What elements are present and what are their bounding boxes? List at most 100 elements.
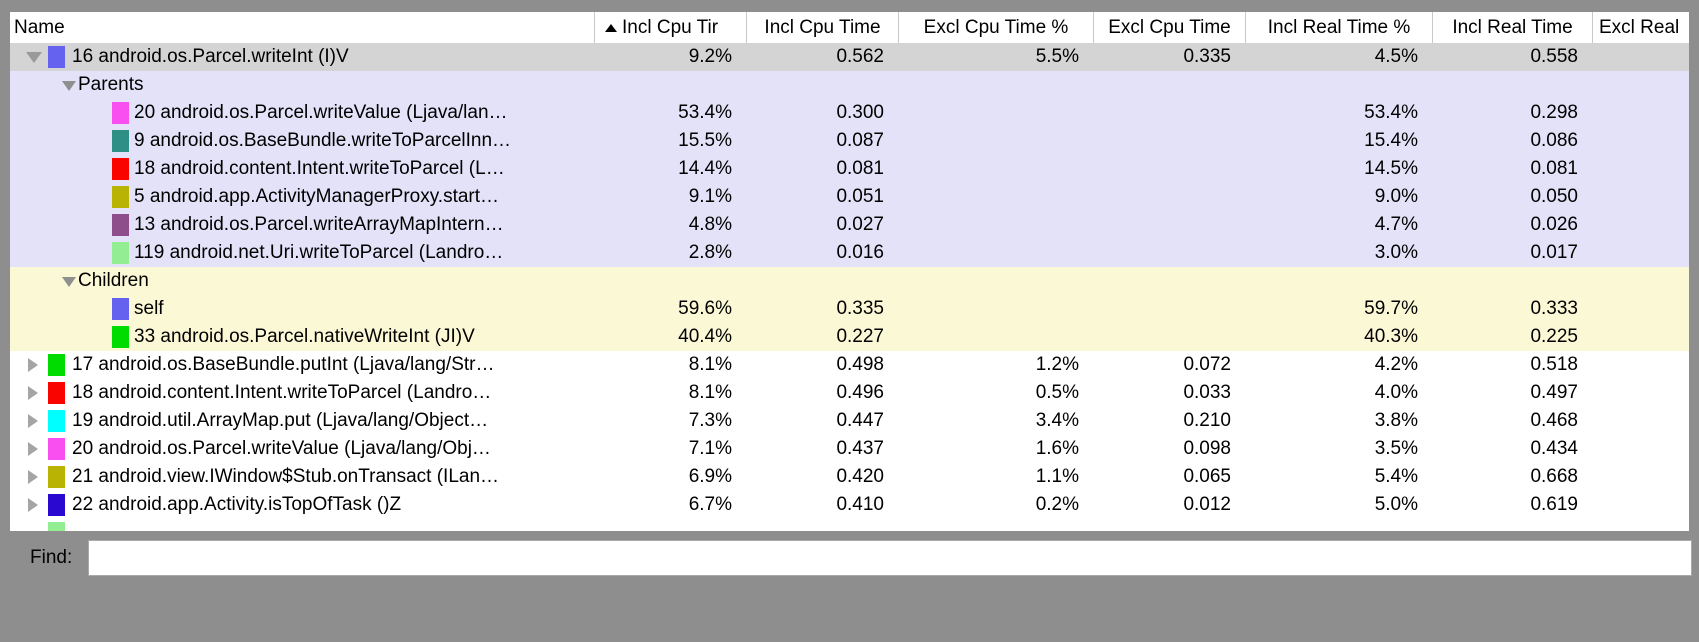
value-cell-incl-cpu-time [746, 71, 898, 99]
method-name: self [134, 298, 164, 319]
value-cell-excl-real [1592, 491, 1689, 519]
expand-triangle-icon[interactable] [28, 442, 38, 456]
value-cell-excl-cpu-time [1093, 295, 1245, 323]
table-row[interactable]: 33 android.os.Parcel.nativeWriteInt (JI)… [10, 323, 1689, 351]
collapse-triangle-icon[interactable] [62, 81, 76, 91]
expand-triangle-icon[interactable] [28, 414, 38, 428]
column-header-incl-real-time[interactable]: Incl Real Time [1432, 12, 1592, 43]
collapse-triangle-icon[interactable] [26, 52, 42, 63]
table-row[interactable]: 18 android.content.Intent.writeToParcel … [10, 379, 1689, 407]
expand-triangle-icon[interactable] [28, 358, 38, 372]
name-cell: 20 android.os.Parcel.writeValue (Ljava/l… [10, 99, 594, 127]
value-cell-excl-real [1592, 239, 1689, 267]
table-row[interactable]: 13 android.os.Parcel.writeArrayMapIntern… [10, 211, 1689, 239]
name-cell: 16 android.os.Parcel.writeInt (I)V [10, 43, 594, 71]
value-cell-excl-real [1592, 71, 1689, 99]
value-cell-excl-cpu-time: 0.210 [1183, 410, 1231, 431]
method-color-swatch [112, 326, 129, 348]
table-row[interactable]: 16 android.os.Parcel.writeInt (I)V 9.2% 0.… [10, 43, 1689, 71]
column-header-label: Excl Real [1599, 17, 1680, 38]
column-header-excl-real[interactable]: Excl Real [1592, 12, 1689, 43]
value-cell-excl-cpu-time-pct [898, 99, 1093, 127]
value-cell-excl-real [1592, 267, 1689, 295]
value-cell-incl-cpu-time: 0.498 [836, 354, 884, 375]
value-cell-incl-real-time-pct: 14.5% [1364, 158, 1418, 179]
column-header-incl-cpu-time-pct[interactable]: Incl Cpu Tir [594, 12, 746, 43]
name-cell: Children [10, 267, 594, 295]
name-cell: 17 android.os.BaseBundle.putInt (Ljava/l… [10, 351, 594, 379]
method-color-swatch [112, 242, 129, 264]
value-cell-excl-cpu-time [1093, 239, 1245, 267]
value-cell-excl-real [1592, 211, 1689, 239]
value-cell-incl-real-time: 0.298 [1530, 102, 1578, 123]
table-row[interactable]: 21 android.view.IWindow$Stub.onTransact … [10, 463, 1689, 491]
column-header-excl-cpu-time[interactable]: Excl Cpu Time [1093, 12, 1245, 43]
value-cell-incl-real-time [1432, 519, 1592, 531]
table-row[interactable] [10, 519, 1689, 531]
table-row[interactable]: 119 android.net.Uri.writeToParcel (Landr… [10, 239, 1689, 267]
section-row-parents[interactable]: Parents [10, 71, 1689, 99]
name-cell: 33 android.os.Parcel.nativeWriteInt (JI)… [10, 323, 594, 351]
value-cell-incl-real-time: 0.468 [1530, 410, 1578, 431]
expand-triangle-icon[interactable] [28, 498, 38, 512]
table-row[interactable]: 17 android.os.BaseBundle.putInt (Ljava/l… [10, 351, 1689, 379]
column-header-incl-real-time-pct[interactable]: Incl Real Time % [1245, 12, 1432, 43]
value-cell-incl-cpu-time: 0.335 [836, 298, 884, 319]
method-name: 119 android.net.Uri.writeToParcel (Landr… [134, 242, 504, 263]
value-cell-incl-real-time-pct [1245, 267, 1432, 295]
column-header-name[interactable]: Name [10, 12, 594, 43]
value-cell-incl-cpu-time: 0.027 [836, 214, 884, 235]
table-row[interactable]: 9 android.os.BaseBundle.writeToParcelInn… [10, 127, 1689, 155]
value-cell-incl-real-time-pct: 5.0% [1374, 494, 1418, 515]
value-cell-excl-cpu-time-pct: 0.2% [1035, 494, 1079, 515]
value-cell-incl-real-time-pct: 3.0% [1374, 242, 1418, 263]
value-cell-excl-real [1592, 99, 1689, 127]
table-row[interactable]: 5 android.app.ActivityManagerProxy.start… [10, 183, 1689, 211]
table-row[interactable]: self 59.6% 0.335 59.7% 0.333 [10, 295, 1689, 323]
value-cell-incl-real-time-pct: 4.0% [1374, 382, 1418, 403]
column-header-incl-cpu-time[interactable]: Incl Cpu Time [746, 12, 898, 43]
value-cell-excl-real [1592, 295, 1689, 323]
value-cell-incl-cpu-time-pct: 7.3% [688, 410, 732, 431]
find-input[interactable] [88, 540, 1692, 576]
value-cell-incl-real-time: 0.518 [1530, 354, 1578, 375]
name-cell: 19 android.util.ArrayMap.put (Ljava/lang… [10, 407, 594, 435]
method-name: 21 android.view.IWindow$Stub.onTransact … [72, 466, 500, 487]
table-row[interactable]: 22 android.app.Activity.isTopOfTask ()Z 6… [10, 491, 1689, 519]
name-cell [10, 519, 594, 531]
column-header-excl-cpu-time-pct[interactable]: Excl Cpu Time % [898, 12, 1093, 43]
table-row[interactable]: 20 android.os.Parcel.writeValue (Ljava/l… [10, 435, 1689, 463]
method-color-swatch [112, 298, 129, 320]
value-cell-incl-real-time: 0.497 [1530, 382, 1578, 403]
value-cell-incl-cpu-time-pct: 40.4% [678, 326, 732, 347]
value-cell-incl-real-time: 0.668 [1530, 466, 1578, 487]
value-cell-excl-cpu-time [1093, 183, 1245, 211]
value-cell-incl-real-time-pct: 15.4% [1364, 130, 1418, 151]
value-cell-incl-cpu-time-pct: 8.1% [688, 382, 732, 403]
value-cell-incl-real-time [1432, 71, 1592, 99]
method-name: 22 android.app.Activity.isTopOfTask ()Z [72, 494, 402, 515]
value-cell-incl-cpu-time: 0.300 [836, 102, 884, 123]
table-body: 16 android.os.Parcel.writeInt (I)V 9.2% 0.… [10, 43, 1689, 531]
value-cell-incl-cpu-time-pct: 53.4% [678, 102, 732, 123]
value-cell-excl-cpu-time [1093, 71, 1245, 99]
profile-table-panel: Name Incl Cpu Tir Incl Cpu Time Excl Cpu Ti… [10, 12, 1689, 531]
table-row[interactable]: 18 android.content.Intent.writeToParcel … [10, 155, 1689, 183]
value-cell-incl-real-time: 0.558 [1530, 46, 1578, 67]
section-row-children[interactable]: Children [10, 267, 1689, 295]
table-row[interactable]: 19 android.util.ArrayMap.put (Ljava/lang… [10, 407, 1689, 435]
value-cell-incl-real-time-pct: 3.5% [1374, 438, 1418, 459]
expand-triangle-icon[interactable] [28, 386, 38, 400]
value-cell-incl-cpu-time-pct [594, 519, 746, 531]
value-cell-incl-cpu-time: 0.051 [836, 186, 884, 207]
value-cell-incl-cpu-time-pct: 2.8% [688, 242, 732, 263]
value-cell-excl-cpu-time [1093, 127, 1245, 155]
table-row[interactable]: 20 android.os.Parcel.writeValue (Ljava/l… [10, 99, 1689, 127]
value-cell-excl-real [1592, 351, 1689, 379]
section-label: Parents [78, 74, 144, 95]
collapse-triangle-icon[interactable] [62, 277, 76, 287]
value-cell-incl-real-time: 0.081 [1530, 158, 1578, 179]
expand-triangle-icon[interactable] [28, 470, 38, 484]
sort-ascending-icon [605, 23, 617, 32]
